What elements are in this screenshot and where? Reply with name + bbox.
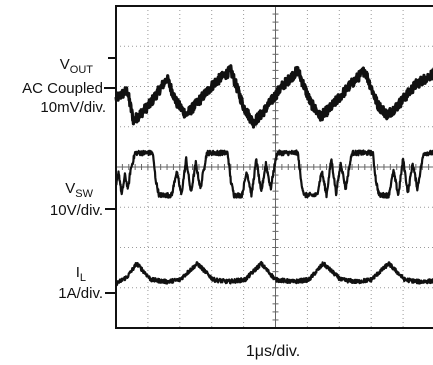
il-label-sub: L	[80, 272, 86, 284]
il-label-main: I	[76, 264, 80, 281]
plot-frame	[115, 5, 433, 329]
vout-scale-label: 10mV/div.	[40, 99, 106, 116]
x-axis-label: 1μs/div.	[246, 343, 300, 360]
il-trace	[115, 260, 433, 287]
vout-label: VOUT	[60, 56, 94, 76]
vout-trace	[114, 64, 433, 129]
il-scale-label: 1A/div.	[58, 285, 103, 302]
vout-coupling-label: AC Coupled	[22, 80, 103, 97]
vsw-label: VSW	[65, 180, 93, 200]
vsw-trace	[115, 149, 433, 199]
vout-label-sub: OUT	[70, 64, 94, 76]
waveform-traces	[114, 64, 433, 287]
vsw-label-sub: SW	[75, 188, 93, 200]
il-label: IL	[76, 264, 86, 284]
vout-label-main: V	[60, 56, 70, 73]
vsw-label-main: V	[65, 180, 75, 197]
vsw-scale-label: 10V/div.	[50, 202, 103, 219]
